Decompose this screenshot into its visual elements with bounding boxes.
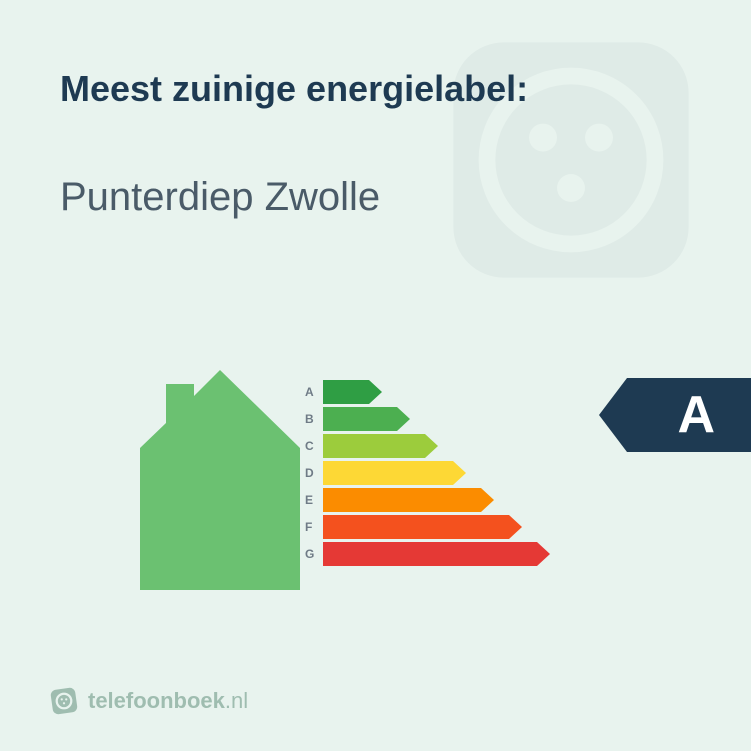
bar-arrow bbox=[323, 380, 383, 404]
energy-bar-B: B bbox=[305, 407, 551, 431]
bar-letter: F bbox=[305, 520, 321, 534]
bar-letter: B bbox=[305, 412, 321, 426]
footer-brand: telefoonboek bbox=[88, 688, 225, 713]
bar-letter: A bbox=[305, 385, 321, 399]
energy-bar-C: C bbox=[305, 434, 551, 458]
house-icon bbox=[140, 370, 300, 590]
energy-label-chart: ABCDEFG bbox=[140, 370, 610, 605]
energy-bar-F: F bbox=[305, 515, 551, 539]
page-title: Meest zuinige energielabel: bbox=[60, 68, 528, 110]
selected-label-badge: A bbox=[627, 378, 751, 452]
watermark-icon bbox=[431, 20, 711, 300]
energy-bar-A: A bbox=[305, 380, 551, 404]
bar-arrow bbox=[323, 542, 551, 566]
bar-letter: C bbox=[305, 439, 321, 453]
bar-letter: G bbox=[305, 547, 321, 561]
bar-arrow bbox=[323, 407, 411, 431]
energy-bar-G: G bbox=[305, 542, 551, 566]
energy-bar-E: E bbox=[305, 488, 551, 512]
bar-letter: D bbox=[305, 466, 321, 480]
energy-bars: ABCDEFG bbox=[305, 380, 551, 569]
bar-arrow bbox=[323, 434, 439, 458]
footer: telefoonboek.nl bbox=[50, 687, 248, 715]
bar-arrow bbox=[323, 515, 523, 539]
bar-letter: E bbox=[305, 493, 321, 507]
footer-ext: .nl bbox=[225, 688, 248, 713]
energy-bar-D: D bbox=[305, 461, 551, 485]
bar-arrow bbox=[323, 461, 467, 485]
location-subtitle: Punterdiep Zwolle bbox=[60, 175, 380, 220]
bar-arrow bbox=[323, 488, 495, 512]
footer-text: telefoonboek.nl bbox=[88, 688, 248, 714]
selected-label-text: A bbox=[627, 378, 751, 452]
footer-logo-icon bbox=[50, 687, 78, 715]
